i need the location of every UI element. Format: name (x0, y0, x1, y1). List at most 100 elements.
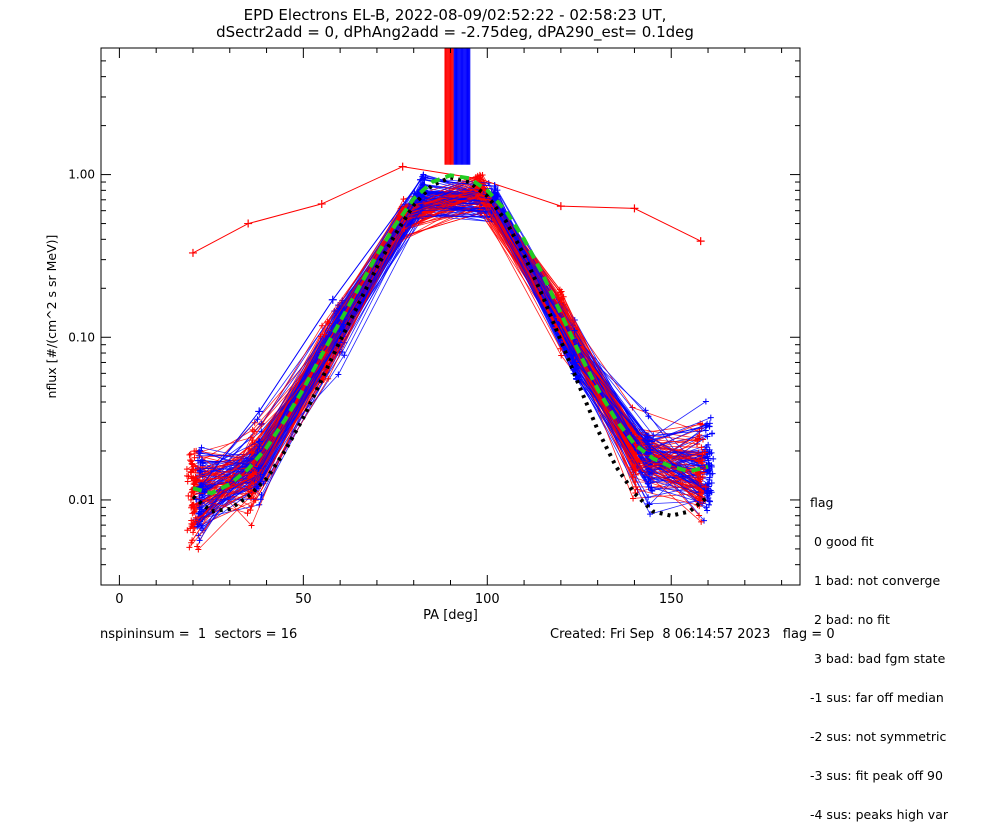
fit-curve-dotted (191, 175, 710, 518)
flag-legend: flag 0 good fit 1 bad: not converge 2 ba… (810, 470, 948, 834)
bundle-marker (184, 478, 191, 485)
bundle-curve (201, 205, 708, 504)
bundle-marker (632, 483, 639, 490)
bundle-marker (708, 462, 715, 469)
bundle-marker (191, 454, 198, 461)
bundle-curve (200, 203, 712, 529)
bundle-curve (198, 212, 701, 550)
bundle-curve (191, 191, 699, 541)
bundle-marker (698, 444, 705, 451)
legend-item: 1 bad: not converge (810, 573, 941, 588)
bundle-marker (188, 539, 195, 546)
bundle-marker (244, 510, 251, 517)
bundle-marker (647, 511, 654, 518)
bundle-marker (186, 451, 193, 458)
bundle-marker (254, 416, 261, 423)
bundle-marker (195, 546, 202, 553)
series-line (199, 179, 709, 494)
footer-created: Created: Fri Sep 8 06:14:57 2023 flag = … (550, 627, 835, 642)
legend-item: -3 sus: fit peak off 90 (810, 768, 943, 783)
bundle-marker (704, 467, 711, 474)
bundle-curve (187, 194, 698, 531)
bundle-marker (184, 527, 191, 534)
series-marker (490, 182, 499, 191)
bundle-marker (190, 521, 197, 528)
bundle-marker (704, 507, 711, 514)
bundle-marker (198, 444, 205, 451)
bundle-curve (192, 185, 706, 533)
bundle-marker (188, 460, 195, 467)
bundle-marker (197, 450, 204, 457)
bundle-marker (629, 404, 636, 411)
bundle-marker (194, 523, 201, 530)
bundle-marker (559, 295, 566, 302)
bundle-marker (709, 430, 716, 437)
legend-item: 3 bad: bad fgm state (810, 651, 946, 666)
y-tick-label: 0.01 (68, 493, 95, 507)
bundle-marker (694, 471, 701, 478)
legend-item: -4 sus: peaks high var (810, 807, 949, 822)
bundle-marker (186, 544, 193, 551)
bundle-marker (420, 171, 427, 178)
bundle-marker (255, 438, 262, 445)
bundle-marker (698, 457, 705, 464)
bundle-marker (183, 466, 190, 473)
legend-item: -2 sus: not symmetric (810, 729, 947, 744)
bundle-marker (645, 494, 652, 501)
bundle-curve (198, 177, 708, 469)
bundle-marker (558, 352, 565, 359)
bundle-marker (557, 345, 564, 352)
legend-item: 0 good fit (810, 534, 874, 549)
bundle-marker (649, 487, 656, 494)
bundle-marker (706, 446, 713, 453)
bundle-marker (254, 483, 261, 490)
bundle-marker (245, 483, 252, 490)
bundle-marker (702, 449, 709, 456)
series-marker (417, 175, 426, 184)
bundle-marker (704, 420, 711, 427)
bundle-marker (321, 331, 328, 338)
bundle-marker (255, 465, 262, 472)
bundle-marker (630, 495, 637, 502)
chart-title: EPD Electrons EL-B, 2022-08-09/02:52:22 … (243, 6, 667, 24)
bundle-marker (560, 309, 567, 316)
bundle-curve (195, 186, 699, 478)
bundle-marker (629, 428, 636, 435)
bundle-marker (195, 448, 202, 455)
bundle-marker (707, 414, 714, 421)
bundle-marker (197, 524, 204, 531)
bundle-marker (574, 365, 581, 372)
bundle-marker (418, 202, 425, 209)
bundle-marker (710, 455, 717, 462)
series-marker (696, 237, 705, 246)
chart-subtitle: dSectr2add = 0, dPhAng2add = -2.75deg, d… (216, 23, 694, 41)
bundle-marker (400, 196, 407, 203)
bundle-curve (199, 194, 713, 474)
series-marker (328, 295, 337, 304)
bundle-curve (199, 209, 710, 509)
bundle-marker (249, 471, 256, 478)
data-bundle (183, 48, 717, 553)
bundle-marker (707, 498, 714, 505)
bundle-curve (201, 191, 708, 512)
bundle-marker (199, 457, 206, 464)
bundle-curve (187, 180, 707, 488)
bundle-marker (188, 469, 195, 476)
bundle-marker (702, 483, 709, 490)
series-marker (244, 219, 253, 228)
bundle-marker (248, 449, 255, 456)
bundle-marker (701, 517, 708, 524)
bundle-marker (319, 322, 326, 329)
bundle-marker (320, 377, 327, 384)
bundle-marker (632, 467, 639, 474)
bundle-marker (187, 457, 194, 464)
x-tick-label: 50 (295, 592, 312, 607)
x-axis-label: PA [deg] (423, 608, 478, 623)
bundle-marker (188, 489, 195, 496)
x-tick-label: 0 (115, 592, 123, 607)
bundle-curve (199, 200, 710, 541)
bundle-marker (646, 470, 653, 477)
bundle-marker (647, 447, 654, 454)
series-marker (704, 489, 713, 498)
series-marker (188, 248, 197, 257)
